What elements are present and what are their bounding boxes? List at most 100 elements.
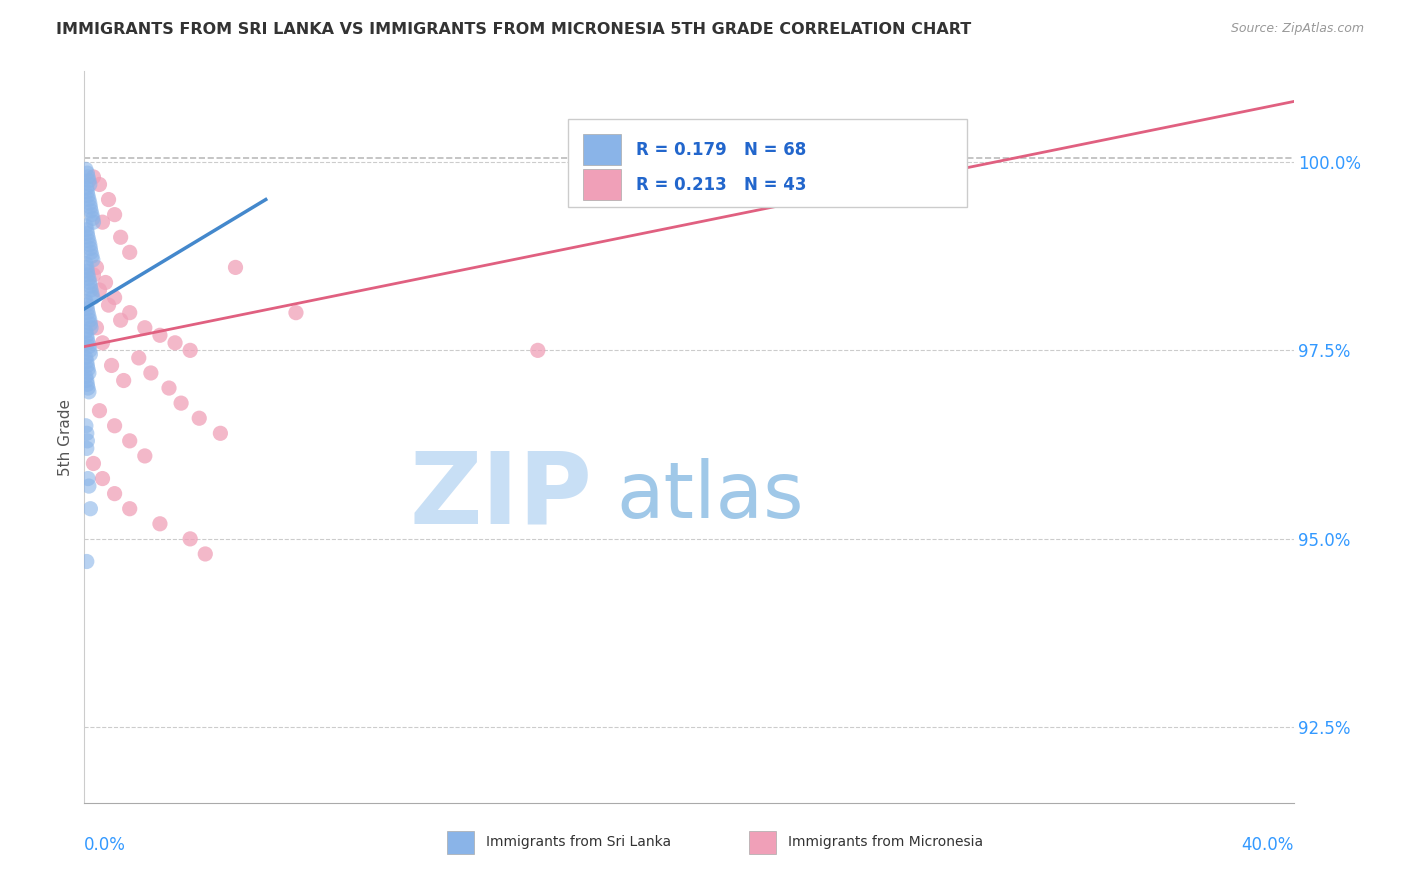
Point [110,313,132,327]
Point [77,471,100,485]
Point [77,366,100,380]
Point [77,234,100,248]
Point [149,516,172,531]
Point [134,449,156,463]
Text: IMMIGRANTS FROM SRI LANKA VS IMMIGRANTS FROM MICRONESIA 5TH GRADE CORRELATION CH: IMMIGRANTS FROM SRI LANKA VS IMMIGRANTS … [56,22,972,37]
Point [76,377,98,392]
Point [76,354,98,368]
Point [104,208,127,222]
Point [76,185,98,199]
Point [77,193,100,207]
Point [77,188,100,202]
Point [188,411,211,425]
Point [77,381,100,395]
Point [76,359,98,373]
Point [110,230,132,244]
FancyBboxPatch shape [568,119,967,207]
Text: Source: ZipAtlas.com: Source: ZipAtlas.com [1230,22,1364,36]
Point [76,166,98,180]
Point [80,245,103,260]
Text: R = 0.179   N = 68: R = 0.179 N = 68 [636,141,806,159]
Point [77,479,100,493]
Point [527,343,550,358]
Point [97,298,120,312]
Point [285,306,308,320]
Point [75,294,97,309]
Point [82,211,104,226]
Point [76,264,98,278]
Point [79,343,101,358]
Point [118,501,141,516]
Text: Immigrants from Micronesia: Immigrants from Micronesia [789,835,983,849]
Point [79,237,101,252]
Point [76,227,98,241]
Point [76,434,98,448]
Point [76,223,98,237]
Point [112,374,135,388]
Point [77,384,100,399]
Point [79,279,101,293]
Bar [749,830,776,854]
Point [80,320,103,334]
Point [77,268,100,282]
Point [104,291,127,305]
Bar [582,169,621,200]
Point [91,471,114,485]
Point [82,291,104,305]
Point [80,283,103,297]
Point [91,335,114,350]
Point [157,381,180,395]
Point [79,313,101,327]
Point [170,396,193,410]
Text: Immigrants from Sri Lanka: Immigrants from Sri Lanka [486,835,671,849]
Point [76,374,98,388]
Point [89,283,111,297]
Point [104,418,127,433]
Point [80,208,103,222]
Point [75,162,97,177]
Point [97,193,120,207]
Point [104,486,127,500]
Point [77,271,100,285]
Point [179,343,201,358]
Point [118,245,141,260]
Point [77,335,100,350]
Point [79,178,101,192]
Point [76,260,98,275]
Point [77,310,100,324]
Point [76,442,98,456]
Point [77,306,100,320]
Point [79,317,101,331]
Point [89,403,111,417]
Point [75,351,97,365]
Point [82,169,104,184]
Point [82,215,104,229]
Point [179,532,201,546]
Point [75,418,97,433]
Bar [582,135,621,165]
Point [194,547,217,561]
Point [82,252,104,267]
Point [75,219,97,233]
Point [76,328,98,343]
Point [225,260,247,275]
Point [76,426,98,441]
Point [77,230,100,244]
Point [77,362,100,376]
Point [76,554,98,568]
Point [149,328,172,343]
Point [209,426,232,441]
Point [134,320,156,334]
Point [75,325,97,339]
Text: 0.0%: 0.0% [84,836,127,854]
Point [80,286,103,301]
Text: R = 0.213   N = 43: R = 0.213 N = 43 [636,176,806,194]
Bar [447,830,474,854]
Point [89,178,111,192]
Point [79,347,101,361]
Point [86,320,108,334]
Text: atlas: atlas [616,458,804,533]
Point [79,242,101,256]
Text: ZIP: ZIP [409,447,592,544]
Point [118,306,141,320]
